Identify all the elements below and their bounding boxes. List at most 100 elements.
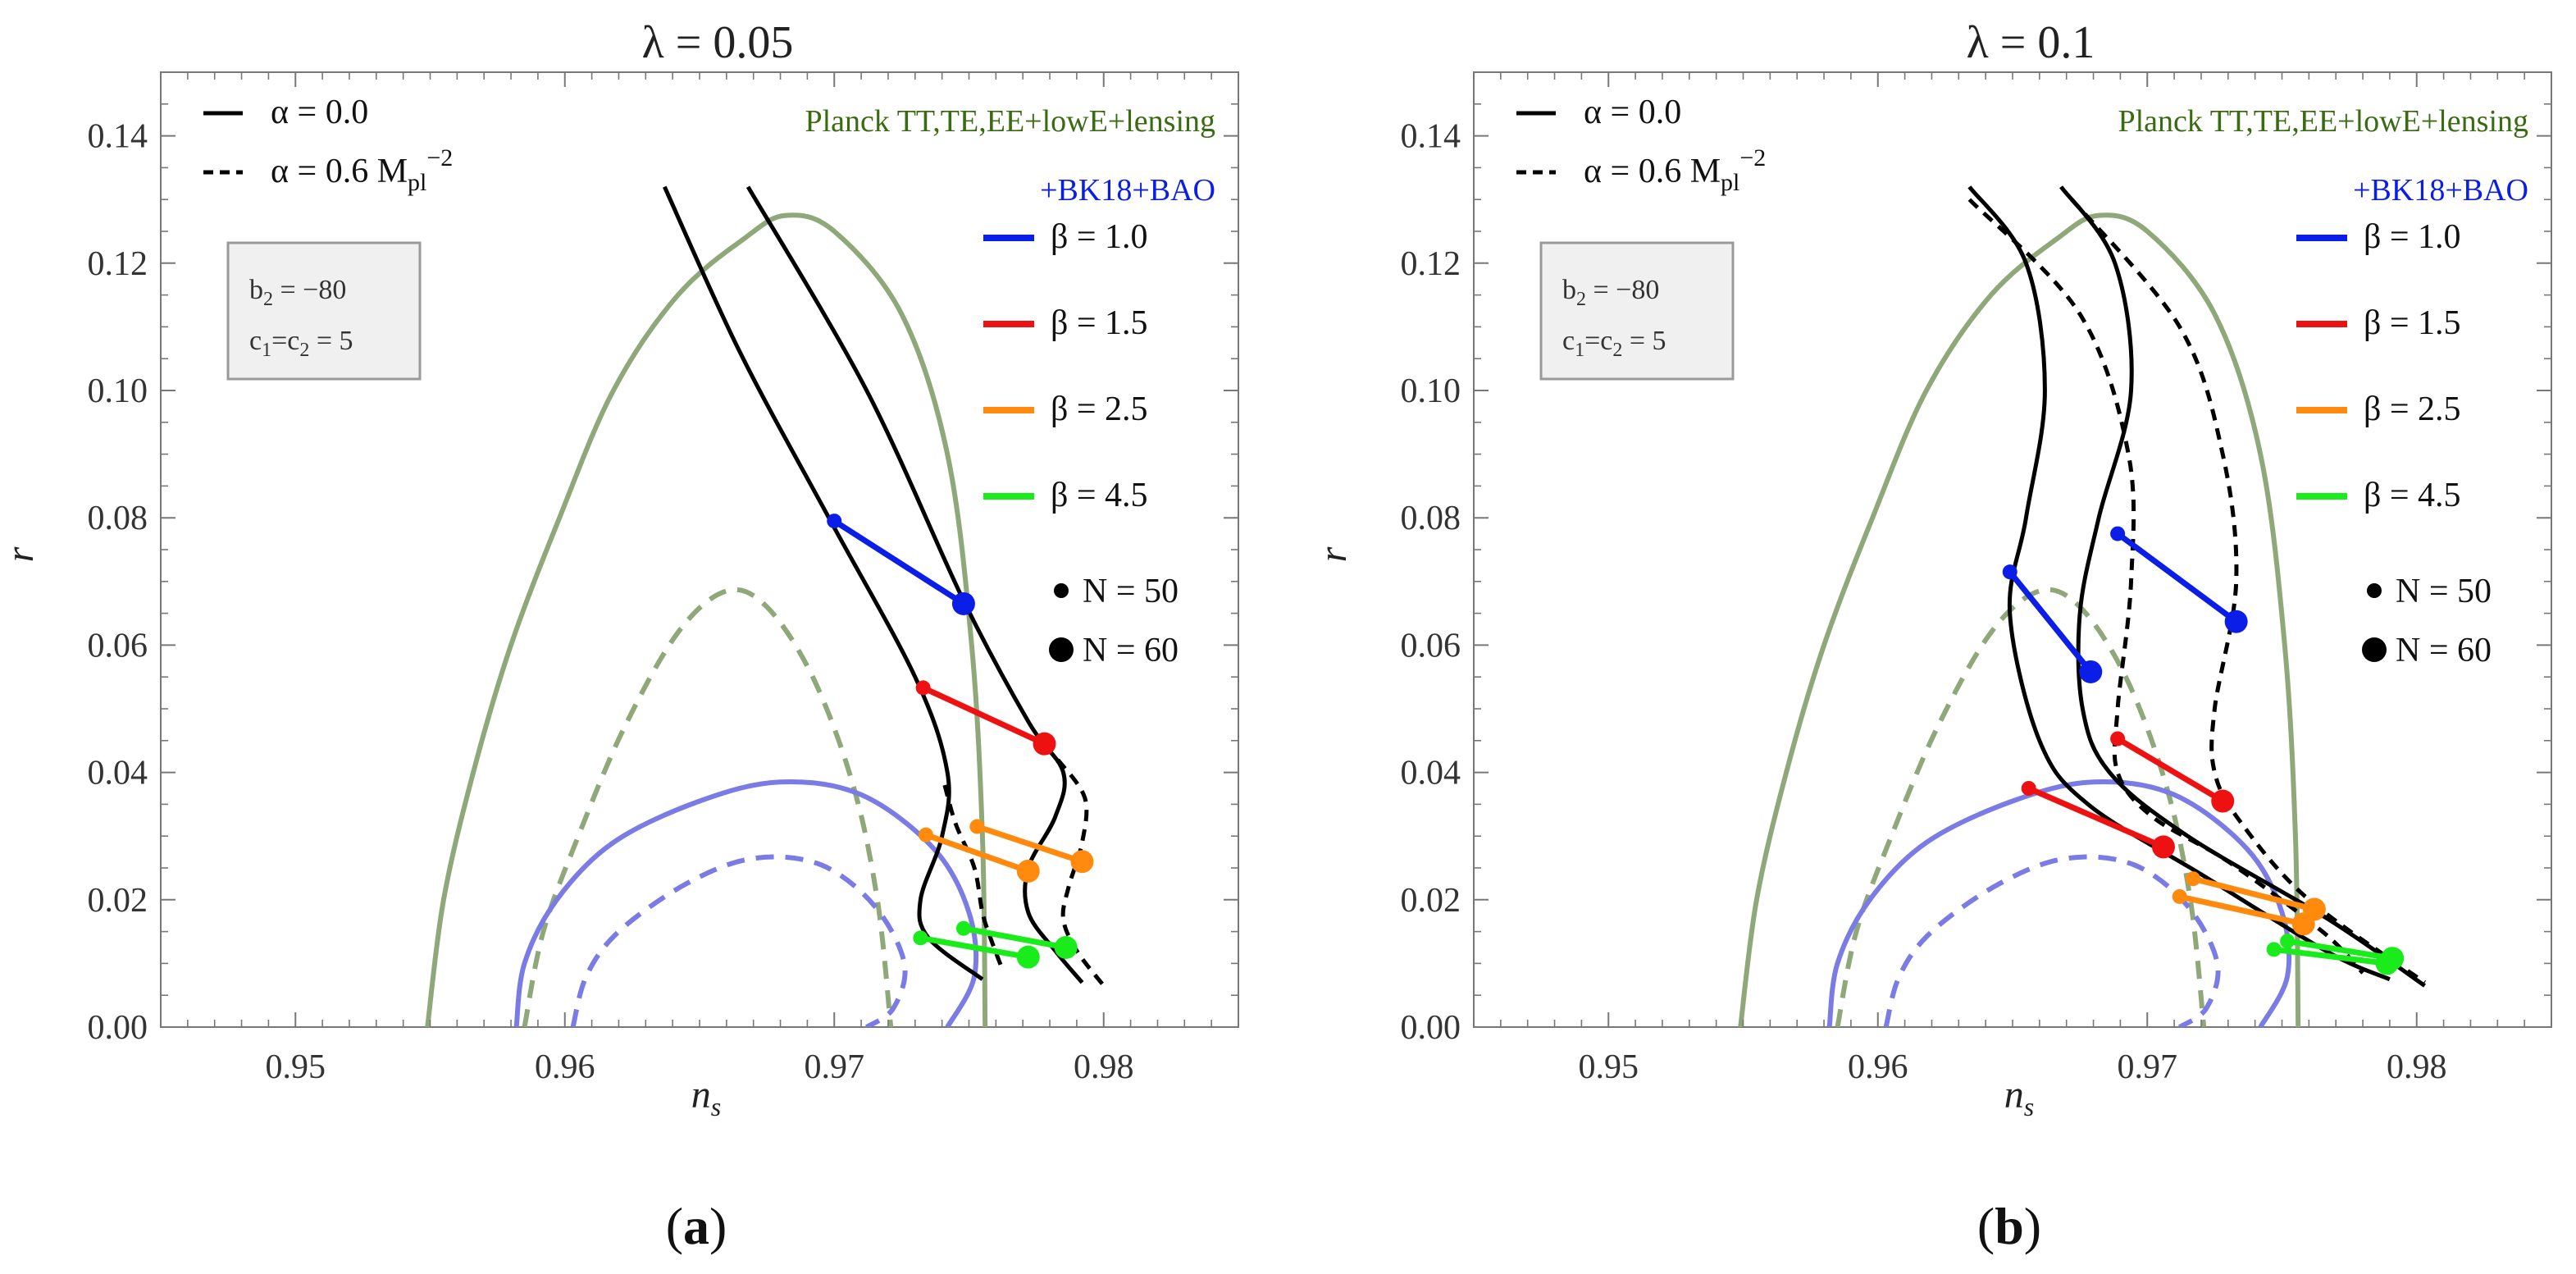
y-tick-label: 0.10 [88,372,148,410]
y-tick-label: 0.12 [1401,245,1461,283]
legend-beta-label: β = 4.5 [2364,477,2461,514]
point-n60-beta-2.5 [1070,850,1094,874]
point-n60-beta-1.0 [2079,660,2103,683]
caption-letter: b [1995,1197,2024,1255]
point-n50-beta-4.5 [955,920,971,936]
segment-beta-2.5-dashed [973,824,1085,865]
legend-n50-label: N = 50 [2396,573,2492,610]
x-tick-label: 0.98 [1074,1048,1134,1086]
legend-planck-label: Planck TT,TE,EE+lowE+lensing [805,104,1215,139]
y-tick-label: 0.14 [88,118,148,156]
legend-planck-label: Planck TT,TE,EE+lowE+lensing [2118,104,2528,139]
param-box [1539,241,1735,381]
param-eq-c: =c [1584,326,1612,356]
point-n60-beta-1.5 [2151,835,2175,859]
caption-letter: a [683,1197,709,1255]
param-box-line-1: b2 = −80 [1562,275,1659,310]
legend-n60-marker [2362,637,2387,662]
y-tick-label: 0.04 [88,755,148,792]
segment-beta-1.0-dashed [2114,531,2240,625]
y-tick-label: 0.00 [88,1009,148,1047]
x-axis-label: ns [691,1073,721,1121]
point-n50-beta-1.0 [2110,526,2126,541]
point-n50-beta-2.5 [2186,871,2201,887]
panel-a: λ = 0.05 0.95 0.96 0.97 0.98 0.00 0.02 0.04 0.06… [0,17,1239,1255]
legend-n50-label: N = 50 [1083,573,1179,610]
y-tick-label: 0.06 [88,627,148,664]
param-c2-sub: 2 [299,340,309,361]
legend-n60-marker [1049,637,1074,662]
segment-beta-4.5-dashed [2284,938,2396,961]
curve-solid-left [1967,185,2391,982]
caption-close: ) [709,1197,727,1255]
point-n60-beta-1.5 [1033,732,1056,756]
caption-close: ) [2024,1197,2041,1255]
param-b-val: = −80 [273,275,346,305]
x-tick-label: 0.97 [805,1048,865,1086]
caption-open: ( [1977,1197,1995,1255]
legend-alpha-solid-label: α = 0.0 [271,94,368,131]
y-tick-label: 0.04 [1401,755,1461,792]
legend-n50-marker [2367,583,2382,598]
segment-beta-2.5-solid [923,832,1032,874]
legend-beta-label: β = 2.5 [2364,390,2461,428]
y-tick-label: 0.12 [88,245,148,283]
param-eq-c: =c [271,326,299,356]
y-tick-label: 0.14 [1401,118,1461,156]
point-n60-beta-1.0 [951,591,975,615]
legend-alpha-sub: pl [408,169,426,196]
panel-caption: (a) [666,1197,727,1255]
point-n50-beta-4.5 [2280,934,2296,949]
segment-beta-4.5-dashed [960,925,1069,951]
plot-area [425,185,1106,1027]
segment-beta-2.5-dashed [2190,875,2318,912]
x-tick-label: 0.96 [535,1048,595,1086]
x-tick-label: 0.96 [1848,1048,1908,1086]
contour-planck-68 [522,587,894,1027]
legend-bk-label: +BK18+BAO [2353,173,2528,208]
point-n60-beta-1.5 [2211,789,2235,813]
segment-beta-1.5-solid [920,684,1047,747]
curve-dashed-right [2070,198,2427,984]
point-n50-beta-1.5 [2110,731,2126,747]
param-box-line-2: c1=c2 = 5 [249,326,353,361]
legend-alpha-dashed-label: α = 0.6 Mpl−2 [1584,144,1766,196]
point-n50-beta-1.0 [2002,564,2017,580]
param-c-val: = 5 [309,326,353,356]
x-tick-label: 0.95 [1579,1048,1639,1086]
x-axis-label-sub: s [2024,1092,2034,1121]
segment-beta-1.0-solid [831,518,967,607]
curve-dashed-left [1967,198,2364,975]
chart-title: λ = 0.05 [642,17,794,68]
plot-frame [160,71,1239,1028]
segment-beta-4.5-solid [2271,946,2391,966]
legend-beta-label: β = 1.0 [2364,218,2461,256]
caption-open: ( [666,1197,683,1255]
chart-title: λ = 0.1 [1967,17,2095,68]
param-b: b [249,275,263,305]
point-n60-beta-1.0 [2224,610,2248,633]
legend-n60-label: N = 60 [1083,632,1179,669]
point-n60-beta-2.5 [1016,859,1040,883]
segment-beta-1.0-solid [2007,569,2094,675]
legend-alpha-sup: −2 [1739,144,1766,171]
param-b-sub: 2 [263,289,273,310]
x-axis-label-n: n [691,1073,711,1116]
point-n50-beta-2.5 [918,827,933,842]
point-n50-beta-2.5 [2172,888,2187,904]
contour-planck-95 [1738,212,2301,1027]
y-axis-label: r [0,546,42,562]
segment-beta-1.5-dashed [2114,735,2226,805]
legend-alpha-dashed-text: α = 0.6 M [1584,153,1721,190]
param-b-sub: 2 [1576,289,1586,310]
y-tick-label: 0.08 [88,500,148,537]
point-n60-beta-4.5 [1016,945,1040,969]
y-axis-label: r [1311,546,1355,562]
contour-bk-68 [1883,854,2221,1027]
curve-solid-right [2059,185,2427,988]
y-tick-label: 0.02 [88,882,148,920]
contour-planck-95 [425,212,988,1027]
legend-beta-label: β = 2.5 [1051,390,1148,428]
legend-alpha-dashed-label: α = 0.6 Mpl−2 [271,144,453,196]
param-c: c [1562,326,1575,356]
